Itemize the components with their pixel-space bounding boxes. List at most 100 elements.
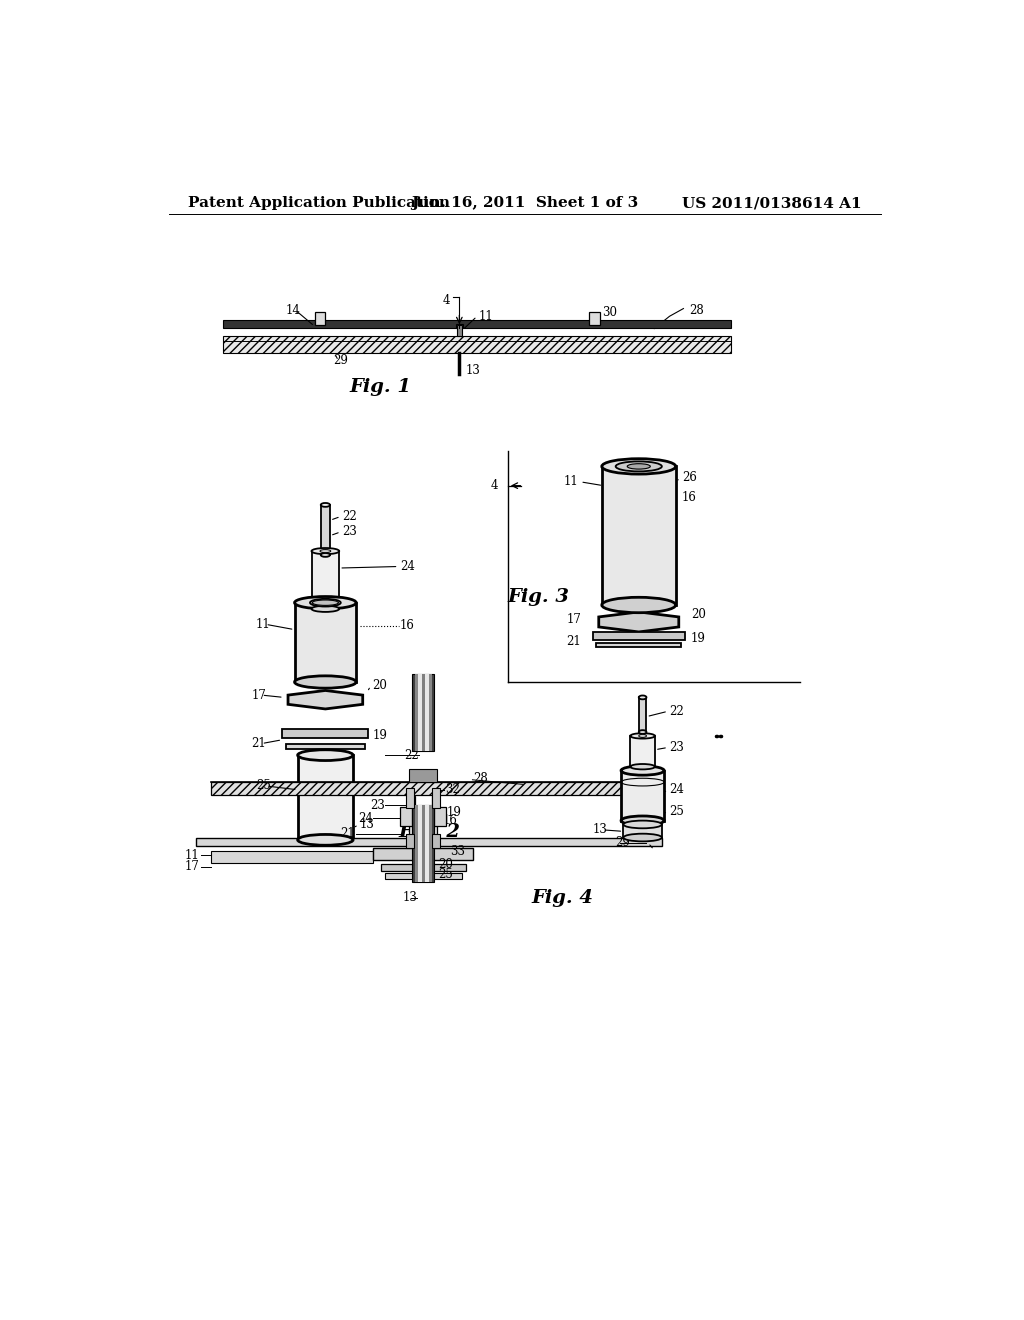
Bar (457, 326, 462, 337)
Bar (410, 770, 437, 781)
Text: 29: 29 (333, 354, 348, 367)
Ellipse shape (311, 548, 339, 554)
Text: 23: 23 (370, 799, 385, 812)
Bar (321, 506, 330, 554)
Bar (422, 805, 425, 882)
Bar (407, 788, 414, 808)
Bar (432, 834, 440, 847)
Text: 29: 29 (615, 836, 631, 849)
Bar (410, 796, 415, 838)
Text: 32: 32 (444, 783, 460, 796)
Text: 22: 22 (342, 510, 357, 523)
Text: US 2011/0138614 A1: US 2011/0138614 A1 (682, 197, 862, 210)
Bar (283, 729, 369, 738)
Text: 11: 11 (256, 618, 270, 631)
Ellipse shape (624, 834, 662, 841)
Ellipse shape (621, 766, 665, 775)
Bar (286, 744, 365, 748)
Text: 17: 17 (566, 612, 581, 626)
Ellipse shape (310, 599, 341, 607)
Bar (456, 323, 463, 327)
Ellipse shape (298, 750, 353, 760)
Text: 22: 22 (404, 748, 419, 762)
Text: 23: 23 (670, 741, 684, 754)
Text: 11: 11 (564, 475, 579, 488)
Bar (211, 851, 373, 863)
Text: 16: 16 (400, 619, 415, 632)
Text: 28: 28 (473, 772, 488, 785)
Ellipse shape (321, 503, 330, 507)
Ellipse shape (321, 553, 330, 557)
Bar (413, 805, 434, 882)
Text: 21: 21 (252, 737, 266, 750)
Text: 4: 4 (492, 479, 499, 492)
Ellipse shape (602, 597, 676, 612)
Text: 21: 21 (566, 635, 581, 648)
Text: 13: 13 (593, 824, 607, 837)
Text: 30: 30 (602, 306, 617, 319)
Text: 11: 11 (478, 310, 494, 323)
Text: Fig. 3: Fig. 3 (508, 589, 570, 606)
Text: 20: 20 (691, 607, 706, 620)
Ellipse shape (639, 730, 646, 734)
Polygon shape (288, 690, 362, 709)
Ellipse shape (602, 459, 676, 474)
Text: 33: 33 (451, 845, 465, 858)
Bar (413, 675, 434, 751)
Bar (415, 675, 432, 751)
Bar (385, 873, 462, 879)
Bar (196, 838, 662, 846)
Bar (432, 796, 437, 838)
Text: 26: 26 (682, 471, 696, 484)
Bar (211, 781, 639, 795)
Text: 19: 19 (373, 730, 387, 742)
Bar (593, 632, 685, 640)
Bar (407, 834, 414, 847)
Text: 11: 11 (185, 849, 200, 862)
Text: 13: 13 (402, 891, 417, 904)
Ellipse shape (624, 821, 662, 829)
Bar (298, 755, 353, 840)
Bar (418, 675, 429, 751)
Ellipse shape (639, 696, 646, 700)
Bar (381, 863, 466, 871)
Bar (631, 737, 655, 767)
Ellipse shape (311, 606, 339, 612)
Bar (590, 312, 600, 326)
Text: 17: 17 (185, 861, 200, 874)
Text: Jun. 16, 2011  Sheet 1 of 3: Jun. 16, 2011 Sheet 1 of 3 (412, 197, 638, 210)
Bar (314, 312, 326, 326)
Text: 16: 16 (442, 814, 458, 828)
Bar (422, 675, 425, 751)
Ellipse shape (295, 597, 356, 609)
Polygon shape (599, 612, 679, 632)
Ellipse shape (628, 463, 650, 469)
Ellipse shape (312, 601, 339, 606)
Text: 17: 17 (252, 689, 266, 702)
Text: 24: 24 (358, 812, 373, 825)
Text: Fig. 4: Fig. 4 (531, 888, 593, 907)
Ellipse shape (639, 734, 646, 738)
Bar (223, 337, 731, 354)
Text: 4: 4 (442, 294, 451, 308)
Ellipse shape (621, 816, 665, 825)
Bar (415, 805, 432, 882)
Text: 25: 25 (256, 779, 271, 792)
Bar (373, 849, 473, 859)
Text: 28: 28 (689, 304, 703, 317)
Text: 13: 13 (466, 363, 480, 376)
Text: 23: 23 (342, 525, 357, 539)
Bar (223, 321, 731, 327)
Text: 16: 16 (682, 491, 696, 504)
Ellipse shape (295, 676, 356, 688)
Text: 21: 21 (341, 828, 355, 841)
Bar (639, 697, 646, 733)
Text: Fig. 1: Fig. 1 (350, 378, 412, 396)
Text: 22: 22 (670, 705, 684, 718)
Bar (311, 552, 339, 609)
Bar (596, 643, 681, 647)
Text: 14: 14 (286, 304, 300, 317)
Text: 25: 25 (438, 869, 454, 880)
Text: 24: 24 (670, 783, 684, 796)
Text: 19: 19 (446, 807, 461, 820)
